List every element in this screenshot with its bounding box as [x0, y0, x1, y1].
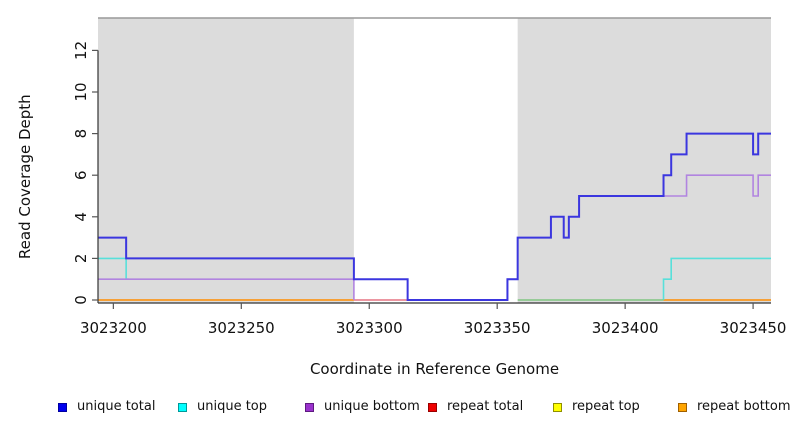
- series-unique-bottom-run1: [506, 278, 518, 300]
- coverage-plot: 3023200 3023250 3023300 3023350 3023400 30234…: [16, 17, 787, 378]
- legend-item-unique-total: unique total: [58, 400, 155, 414]
- y-tick-label-4: 4: [72, 212, 90, 222]
- legend-label: repeat top: [572, 399, 640, 414]
- legend-label: repeat total: [447, 399, 524, 414]
- legend-label: repeat bottom: [697, 399, 791, 414]
- y-tick-label-12: 12: [72, 41, 90, 60]
- x-tick-label-3023200: 3023200: [80, 319, 147, 337]
- legend-swatch-unique-top: [178, 402, 187, 412]
- x-tick-label-3023400: 3023400: [592, 319, 659, 337]
- x-axis-title: Coordinate in Reference Genome: [310, 360, 559, 378]
- series-unique-top-run1: [662, 257, 771, 300]
- repeat-region-shading-0: [98, 18, 354, 303]
- legend-swatch-unique-bottom: [305, 402, 314, 412]
- y-tick-label-10: 10: [72, 82, 90, 101]
- legend-swatch-repeat-total: [428, 402, 437, 412]
- legend-label: unique bottom: [324, 399, 420, 414]
- legend-swatch-repeat-top: [553, 402, 562, 412]
- series-unique-bottom-run2: [663, 174, 771, 197]
- x-tick-label-3023300: 3023300: [336, 319, 403, 337]
- y-axis-title: Read Coverage Depth: [16, 94, 34, 259]
- legend-item-unique-bottom: unique bottom: [305, 400, 420, 414]
- legend-item-unique-top: unique top: [178, 400, 267, 414]
- y-tick-label-6: 6: [72, 170, 90, 180]
- repeat-region-shading-1: [517, 18, 771, 303]
- series-unique-total-run0: [98, 132, 771, 301]
- legend-item-repeat-top: repeat top: [553, 400, 640, 414]
- legend-swatch-unique-total: [58, 402, 67, 412]
- x-tick-label-3023350: 3023350: [464, 319, 531, 337]
- legend-item-repeat-total: repeat total: [428, 400, 523, 414]
- legend-label: unique top: [197, 399, 268, 414]
- y-tick-label-2: 2: [72, 254, 90, 264]
- y-tick-label-8: 8: [72, 129, 90, 139]
- legend-swatch-repeat-bottom: [678, 402, 687, 412]
- y-tick-label-0: 0: [72, 295, 90, 305]
- legend-label: unique total: [77, 399, 156, 414]
- legend-item-repeat-bottom: repeat bottom: [678, 400, 791, 414]
- x-tick-label-3023450: 3023450: [720, 319, 787, 337]
- x-tick-label-3023250: 3023250: [208, 319, 275, 337]
